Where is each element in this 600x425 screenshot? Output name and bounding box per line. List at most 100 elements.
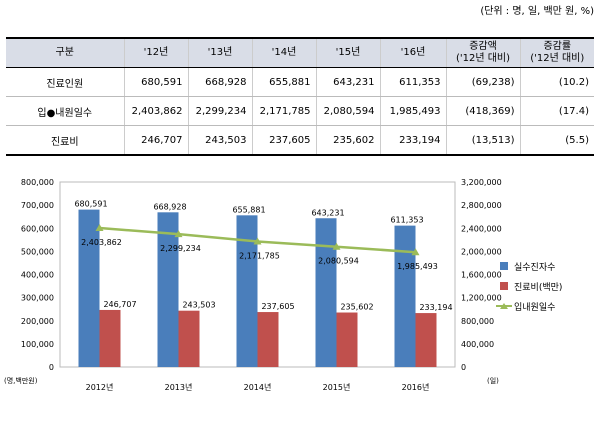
table-header-cell: 구분 — [6, 37, 124, 68]
legend-swatch — [500, 282, 508, 290]
data-label: 2,171,785 — [239, 251, 280, 260]
legend-label: 진료비(백만) — [514, 282, 562, 293]
table-cell: (17.4) — [519, 96, 594, 126]
left-axis-tick-label: 300,000 — [21, 294, 54, 303]
table-cell: 237,605 — [251, 125, 316, 156]
table-cell: 655,881 — [251, 67, 316, 97]
data-label: 2,299,234 — [160, 244, 201, 253]
left-axis-tick-label: 800,000 — [21, 178, 54, 187]
data-label: 611,353 — [390, 216, 423, 225]
right-axis-tick-label: 2,000,000 — [461, 247, 502, 256]
x-axis-tick-label: 2013년 — [165, 382, 193, 392]
bar-cost — [336, 312, 358, 367]
unit-note: (단위 : 명, 일, 백만 원, %) — [480, 6, 594, 17]
right-axis-tick-label: 3,200,000 — [461, 178, 502, 187]
bar-cost — [178, 310, 200, 367]
x-axis-tick-label: 2012년 — [86, 382, 114, 392]
right-axis-tick-label: 400,000 — [461, 340, 494, 349]
left-axis-tick-label: 200,000 — [21, 317, 54, 326]
line-marker — [95, 224, 104, 232]
table-cell: 2,080,594 — [315, 96, 380, 126]
table-header-cell: '14년 — [251, 37, 316, 68]
right-axis-tick-label: 800,000 — [461, 317, 494, 326]
data-label: 668,928 — [153, 202, 186, 211]
right-axis-tick-label: 2,800,000 — [461, 201, 502, 210]
row-label: 진료비 — [6, 125, 124, 156]
table-cell: (10.2) — [519, 67, 594, 97]
chart-area: 0 100,000 200,000 300,000 400,000 500,000 600,… — [0, 170, 600, 421]
data-label: 1,985,493 — [397, 262, 438, 271]
bar-cost — [99, 309, 121, 367]
data-label: 246,707 — [103, 300, 136, 309]
data-label: 2,080,594 — [318, 257, 359, 266]
right-axis-unit-label: (일) — [487, 376, 499, 385]
left-axis-tick-label: 400,000 — [21, 271, 54, 280]
combo-chart: 0 100,000 200,000 300,000 400,000 500,000 600,… — [4, 178, 562, 392]
data-label: 235,602 — [340, 303, 373, 312]
bar-patients — [394, 225, 416, 367]
table-row: 입●내원일수 2,403,862 2,299,234 2,171,785 2,080,5… — [6, 96, 594, 126]
table-cell: (69,238) — [445, 67, 520, 97]
left-axis-tick-label: 600,000 — [21, 224, 54, 233]
x-axis-tick-label: 2014년 — [244, 382, 272, 392]
table-cell: 2,403,862 — [123, 96, 188, 126]
left-axis-unit-label: (명,백만원) — [4, 376, 38, 385]
bar-cost — [257, 312, 279, 367]
table-cell: 233,194 — [379, 125, 446, 156]
row-label: 진료인원 — [6, 67, 124, 97]
data-label: 2,403,862 — [81, 238, 122, 247]
right-axis-tick-label: 0 — [461, 363, 466, 372]
right-axis-tick-label: 2,400,000 — [461, 224, 502, 233]
line-marker — [332, 242, 341, 250]
bar-cost — [415, 313, 437, 367]
table-cell: (13,513) — [445, 125, 520, 156]
line-marker — [411, 248, 420, 256]
table-cell: 643,231 — [315, 67, 380, 97]
x-axis-tick-label: 2015년 — [323, 382, 351, 392]
legend-label: 실수진자수 — [514, 262, 555, 273]
table-header-cell: 증감액 ('12년 대비) — [445, 37, 520, 68]
table-header-cell: '12년 — [123, 37, 188, 68]
line-marker — [174, 230, 183, 238]
table-header-row: 구분 '12년 '13년 '14년 '15년 '16년 증감액 ('12년 대비) 증감률 ('1… — [6, 37, 594, 68]
line-marker — [253, 237, 262, 245]
table-cell: 235,602 — [315, 125, 380, 156]
table-cell: 2,299,234 — [187, 96, 252, 126]
table-cell: 1,985,493 — [379, 96, 446, 126]
summary-table: 구분 '12년 '13년 '14년 '15년 '16년 증감액 ('12년 대비) 증감률 ('1… — [6, 37, 594, 156]
left-axis-tick-label: 0 — [49, 363, 54, 372]
bar-patients — [157, 212, 179, 367]
left-axis-tick-label: 500,000 — [21, 247, 54, 256]
data-label: 243,503 — [182, 301, 215, 310]
bar-patients — [236, 215, 258, 367]
bar-patients — [315, 218, 337, 367]
left-axis-tick-label: 700,000 — [21, 201, 54, 210]
table-cell: 611,353 — [379, 67, 446, 97]
bar-patients — [78, 209, 100, 367]
legend-swatch — [500, 262, 508, 270]
table-cell: 2,171,785 — [251, 96, 316, 126]
data-label: 643,231 — [311, 208, 344, 217]
data-label: 655,881 — [232, 205, 265, 214]
right-axis-tick-label: 1,600,000 — [461, 271, 502, 280]
table-cell: 246,707 — [123, 125, 188, 156]
legend-swatch — [500, 303, 508, 309]
table-row: 진료인원 680,591 668,928 655,881 643,231 611,353(… — [6, 67, 594, 97]
table-cell: (418,369) — [445, 96, 520, 126]
data-label: 237,605 — [261, 302, 294, 311]
table-row: 진료비 246,707 243,503 237,605 235,602 233,194 (1… — [6, 125, 594, 156]
table-header-cell: 증감률 ('12년 대비) — [519, 37, 594, 68]
data-label: 680,591 — [74, 200, 107, 209]
table-cell: 243,503 — [187, 125, 252, 156]
x-axis-tick-label: 2016년 — [402, 382, 430, 392]
table-cell: 668,928 — [187, 67, 252, 97]
table-cell: 680,591 — [123, 67, 188, 97]
table-header-cell: '13년 — [187, 37, 252, 68]
right-axis-tick-label: 1,200,000 — [461, 294, 502, 303]
data-label: 233,194 — [419, 303, 452, 312]
left-axis-tick-label: 100,000 — [21, 340, 54, 349]
legend-label: 입내원일수 — [514, 301, 555, 313]
table-header-cell: '16년 — [379, 37, 446, 68]
row-label: 입●내원일수 — [6, 96, 124, 126]
table-cell: (5.5) — [519, 125, 594, 156]
